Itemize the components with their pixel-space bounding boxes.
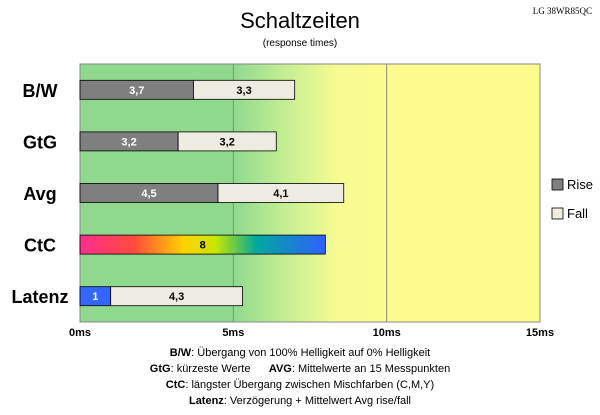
chart-title: Schaltzeiten — [240, 8, 360, 33]
bar-fall-label: 3,2 — [220, 136, 235, 148]
category-labels: B/W GtG Avg CtC Latenz — [11, 81, 68, 307]
bar-rise-label: 1 — [92, 291, 98, 303]
bar-fall — [217, 183, 345, 203]
monitor-model: LG 38WR85QC — [532, 6, 592, 16]
legend: Rise Fall — [551, 177, 593, 221]
category-label: GtG — [23, 132, 57, 152]
bar-fall-label: 4,3 — [169, 291, 184, 303]
category-label: CtC — [24, 236, 56, 256]
note-ctc: CtC: längster Übergang zwischen Mischfar… — [165, 379, 435, 391]
bar-fall-label: 3,3 — [236, 85, 251, 97]
plot-background-yellow — [387, 64, 540, 322]
bar-rise — [79, 234, 326, 255]
bar-fall — [177, 131, 277, 152]
legend-rise-label: Rise — [567, 177, 593, 192]
chart-subtitle: (response times) — [263, 38, 337, 49]
bar-rise-label: 8 — [200, 240, 206, 252]
category-label: B/W — [23, 81, 58, 101]
legend-fall-swatch — [551, 207, 564, 220]
bar-rise-label: 4,5 — [141, 188, 156, 200]
bars: 3,7 3,3 3,2 3,2 4,5 4,1 8 1 4,3 — [79, 79, 345, 307]
bar-fall — [193, 79, 296, 100]
category-label: Avg — [23, 184, 56, 204]
x-tick-label: 0ms — [69, 327, 91, 339]
legend-rise-swatch — [551, 178, 564, 191]
x-tick-labels: 0ms 5ms 10ms 15ms — [69, 327, 554, 339]
bar-fall-label: 4,1 — [273, 188, 288, 200]
x-tick-label: 5ms — [222, 327, 244, 339]
note-gtg-avg: GtG: kürzeste Werte AVG: Mittelwerte an … — [149, 363, 451, 375]
bar-rise-label: 3,2 — [121, 136, 136, 148]
chart-notes: B/W: Übergang von 100% Helligkeit auf 0%… — [0, 345, 600, 409]
legend-fall-label: Fall — [567, 206, 588, 221]
bar-fall — [110, 286, 243, 307]
bar-rise-label: 3,7 — [129, 85, 144, 97]
note-bw: B/W: Übergang von 100% Helligkeit auf 0%… — [169, 347, 431, 359]
category-label: Latenz — [11, 287, 68, 307]
note-latenz: Latenz: Verzögerung + Mittelwert Avg ris… — [188, 395, 412, 407]
x-tick-label: 10ms — [373, 327, 401, 339]
x-tick-label: 15ms — [526, 327, 554, 339]
